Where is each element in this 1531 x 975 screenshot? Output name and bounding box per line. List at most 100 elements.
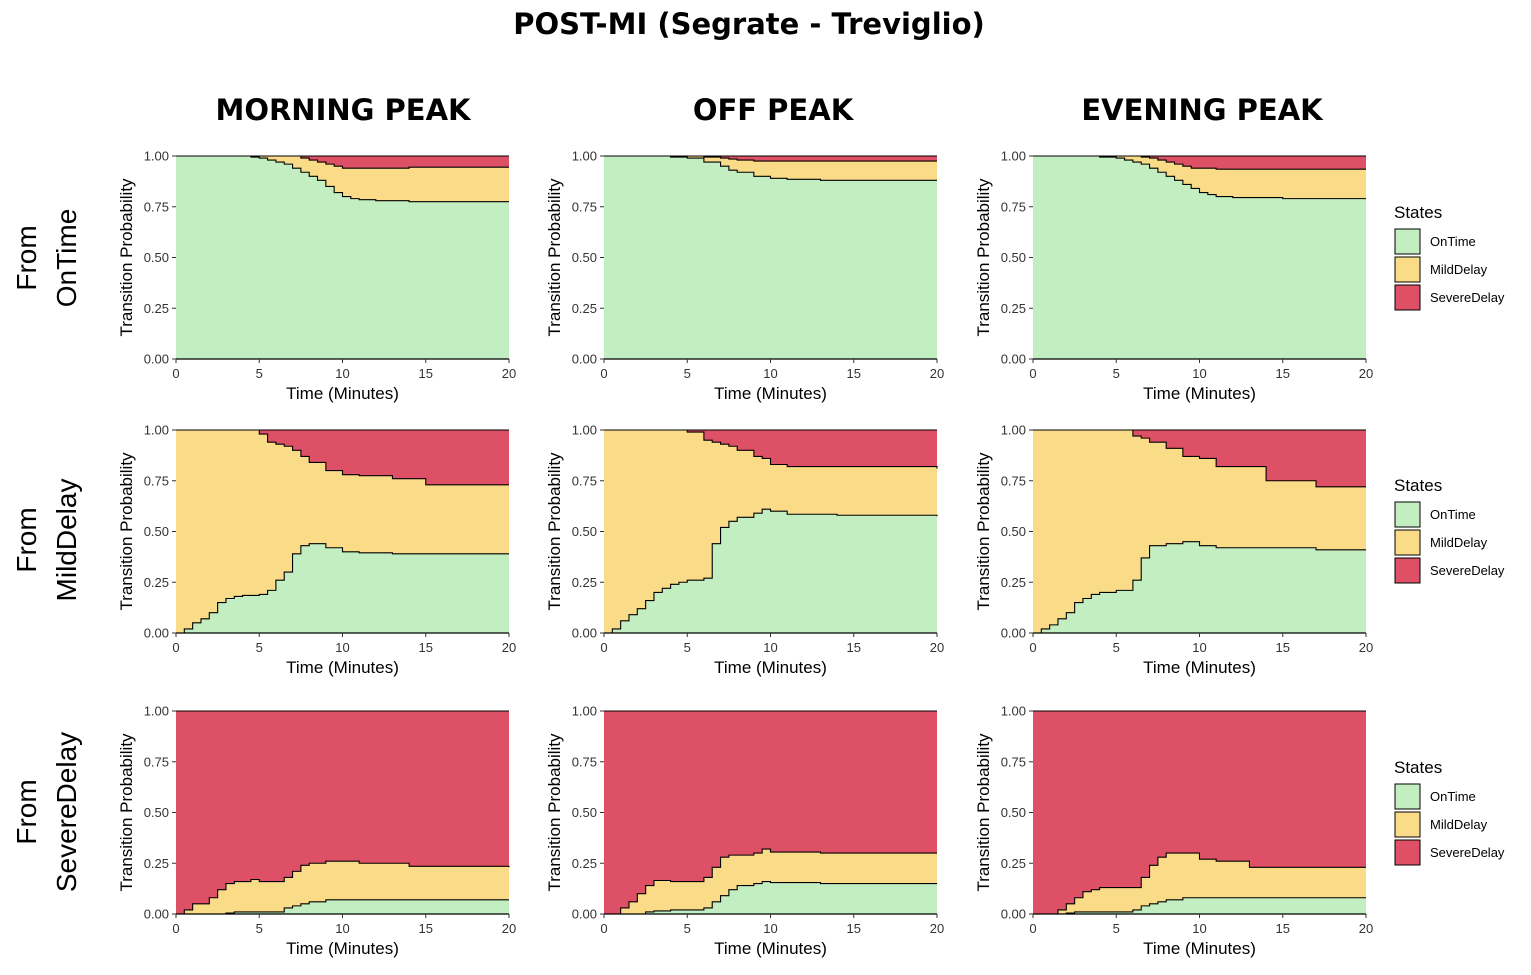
y-tick-label: 0.00 [1001,907,1026,922]
x-tick-label: 20 [930,366,944,381]
x-tick-label: 0 [172,640,179,655]
area-ontime-0-2 [1033,156,1366,359]
legend-label-milddelay: MildDelay [1430,535,1488,550]
y-tick-label: 0.00 [144,907,169,922]
legend-swatch-milddelay [1394,256,1421,283]
x-tick-label: 15 [419,921,433,936]
y-axis-title: Transition Probability [974,452,993,611]
legend-title: States [1394,476,1442,495]
row-label-ontime-line2: OnTime [51,209,82,308]
x-tick-label: 10 [1192,366,1206,381]
area-milddelay-2-0 [176,861,509,914]
x-axis-title: Time (Minutes) [286,939,399,958]
y-tick-label: 0.50 [572,805,597,820]
area-milddelay-2-2 [1033,853,1366,914]
area-severedelay-2-1 [604,711,937,914]
y-tick-label: 1.00 [144,423,169,438]
panel-2-2: 0.00 0.25 0.50 0.75 1.00 0 5 10 15 20 Time (Minute… [974,704,1373,959]
area-milddelay-0-2 [1033,156,1366,199]
y-axis-title: Transition Probability [545,178,564,337]
legend-label-milddelay: MildDelay [1430,817,1488,832]
y-tick-label: 0.50 [144,524,169,539]
area-ontime-2-2 [1033,897,1366,914]
area-severedelay-1-0 [176,430,509,485]
panel-2-1: 0.00 0.25 0.50 0.75 1.00 0 5 10 15 20 Time (Minute… [545,704,944,959]
x-tick-label: 0 [600,640,607,655]
x-axis-title: Time (Minutes) [714,939,827,958]
x-axis-title: Time (Minutes) [714,658,827,677]
y-tick-label: 1.00 [572,149,597,164]
x-tick-label: 10 [763,640,777,655]
x-tick-label: 10 [335,366,349,381]
x-tick-label: 15 [1276,640,1290,655]
boundary-line-ontime-1-0 [176,543,509,634]
x-tick-label: 15 [847,366,861,381]
boundary-line-ontime-2-1 [604,880,937,915]
y-tick-label: 0.50 [572,250,597,265]
x-tick-label: 15 [847,921,861,936]
y-tick-label: 0.25 [1001,575,1026,590]
x-tick-label: 15 [419,366,433,381]
y-tick-label: 1.00 [144,149,169,164]
x-tick-label: 20 [502,640,516,655]
y-tick-label: 0.75 [572,473,597,488]
row-label-milddelay-line2: MildDelay [51,479,82,602]
y-tick-label: 0.25 [1001,856,1026,871]
x-tick-label: 5 [1113,366,1120,381]
x-tick-label: 0 [172,366,179,381]
legend-label-ontime: OnTime [1430,507,1476,522]
y-tick-label: 0.25 [572,575,597,590]
area-ontime-1-1 [604,509,937,633]
y-tick-label: 0.50 [1001,524,1026,539]
legend-label-severedelay: SevereDelay [1430,563,1505,578]
boundary-line-ontime-0-1 [604,155,937,181]
area-milddelay-0-1 [604,156,937,181]
boundary-line-ontime-0-2 [1033,155,1366,200]
panel-2-0: 0.00 0.25 0.50 0.75 1.00 0 5 10 15 20 Time (Minute… [117,704,516,959]
x-tick-label: 10 [1192,921,1206,936]
x-tick-label: 20 [1359,921,1373,936]
y-tick-label: 0.75 [144,754,169,769]
boundary-line-milddelay-2-2 [1033,852,1366,915]
y-tick-label: 1.00 [572,423,597,438]
area-severedelay-2-2 [1033,711,1366,914]
area-ontime-1-0 [176,543,509,633]
x-tick-label: 0 [1029,921,1036,936]
legend-label-severedelay: SevereDelay [1430,290,1505,305]
x-tick-label: 0 [600,921,607,936]
legend-label-severedelay: SevereDelay [1430,845,1505,860]
legend-title: States [1394,758,1442,777]
x-tick-label: 5 [684,921,691,936]
y-tick-label: 1.00 [1001,149,1026,164]
y-tick-label: 0.75 [1001,473,1026,488]
y-axis-title: Transition Probability [117,452,136,611]
panel-1-0: 0.00 0.25 0.50 0.75 1.00 0 5 10 15 20 Time (Minute… [117,423,516,678]
y-tick-label: 1.00 [1001,704,1026,719]
y-tick-label: 0.75 [572,199,597,214]
panel-0-1: 0.00 0.25 0.50 0.75 1.00 0 5 10 15 20 Time (Minute… [545,149,944,404]
y-axis-title: Transition Probability [117,733,136,892]
area-severedelay-2-0 [176,711,509,914]
y-tick-label: 0.50 [1001,805,1026,820]
panels-container: 0.00 0.25 0.50 0.75 1.00 0 5 10 15 20 Time (Minute… [117,149,1373,959]
x-axis-title: Time (Minutes) [1143,658,1256,677]
legend-swatch-ontime [1394,228,1421,255]
row-label-ontime-line1: From [11,225,42,290]
y-tick-label: 1.00 [1001,423,1026,438]
y-tick-label: 1.00 [572,704,597,719]
boundary-line-ontime-2-2 [1033,897,1366,915]
x-axis-title: Time (Minutes) [1143,384,1256,403]
y-tick-label: 1.00 [144,704,169,719]
x-tick-label: 5 [256,640,263,655]
x-tick-label: 5 [684,640,691,655]
row-label-severedelay-line2: SevereDelay [51,732,82,892]
x-axis-title: Time (Minutes) [1143,939,1256,958]
x-tick-label: 0 [1029,366,1036,381]
y-tick-label: 0.00 [1001,352,1026,367]
y-tick-label: 0.75 [144,199,169,214]
y-tick-label: 0.50 [1001,250,1026,265]
area-severedelay-1-1 [604,430,937,469]
y-tick-label: 0.00 [144,626,169,641]
legend-label-ontime: OnTime [1430,234,1476,249]
